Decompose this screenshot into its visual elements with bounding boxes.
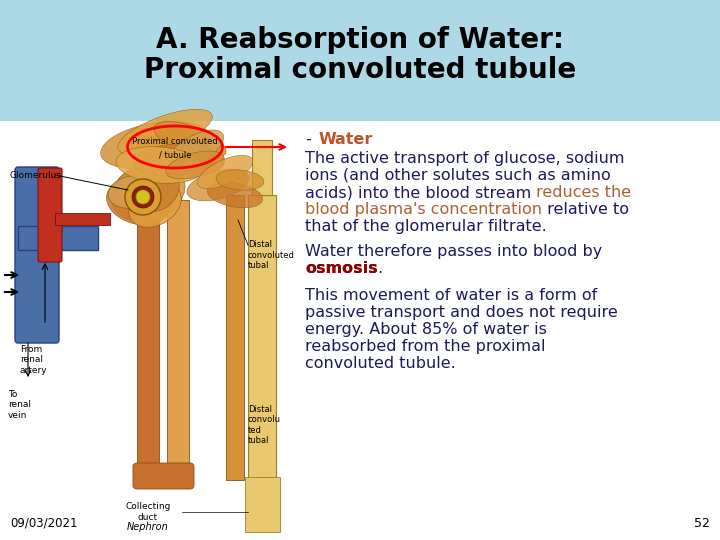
FancyBboxPatch shape	[55, 213, 110, 225]
Text: that of the glomerular filtrate.: that of the glomerular filtrate.	[305, 219, 546, 234]
Ellipse shape	[135, 136, 225, 174]
Text: Water therefore passes into blood by: Water therefore passes into blood by	[305, 244, 602, 259]
Circle shape	[125, 179, 161, 215]
Ellipse shape	[129, 183, 181, 227]
Ellipse shape	[207, 182, 263, 208]
Text: energy. About 85% of water is: energy. About 85% of water is	[305, 322, 547, 337]
Text: reduces the: reduces the	[536, 185, 631, 200]
FancyBboxPatch shape	[137, 200, 159, 480]
Text: relative to: relative to	[542, 202, 629, 217]
Text: .: .	[377, 261, 383, 276]
FancyBboxPatch shape	[248, 195, 276, 530]
Bar	[0, 121, 720, 540]
Ellipse shape	[197, 156, 253, 188]
Circle shape	[132, 186, 154, 208]
Text: Collecting
duct: Collecting duct	[125, 502, 171, 522]
Text: Nephron: Nephron	[127, 522, 169, 532]
Text: A. Reabsorption of Water:: A. Reabsorption of Water:	[156, 26, 564, 54]
Text: / tubule: / tubule	[158, 151, 192, 159]
Ellipse shape	[187, 169, 249, 201]
FancyBboxPatch shape	[226, 195, 244, 480]
Text: reabsorbed from the proximal: reabsorbed from the proximal	[305, 339, 546, 354]
Text: To
renal
vein: To renal vein	[8, 390, 31, 420]
FancyBboxPatch shape	[38, 168, 62, 262]
Circle shape	[136, 190, 150, 204]
Ellipse shape	[108, 176, 156, 208]
Ellipse shape	[107, 179, 169, 225]
Text: Distal
convoluted
tubal: Distal convoluted tubal	[248, 240, 295, 270]
Text: Proximal convoluted tubule: Proximal convoluted tubule	[144, 56, 576, 84]
Ellipse shape	[116, 147, 204, 184]
Text: 09/03/2021: 09/03/2021	[10, 517, 78, 530]
Text: This movement of water is a form of: This movement of water is a form of	[305, 288, 598, 303]
Text: blood plasma's concentration: blood plasma's concentration	[305, 202, 542, 217]
FancyBboxPatch shape	[133, 463, 194, 489]
Text: From
renal
artery: From renal artery	[20, 345, 48, 375]
FancyBboxPatch shape	[15, 167, 59, 343]
Text: osmosis: osmosis	[305, 261, 377, 276]
Text: convoluted tubule.: convoluted tubule.	[305, 356, 456, 371]
Text: Water: Water	[319, 132, 374, 147]
Ellipse shape	[141, 173, 179, 211]
Text: 52: 52	[694, 517, 710, 530]
Ellipse shape	[117, 109, 212, 155]
Text: acids) into the blood stream: acids) into the blood stream	[305, 185, 536, 200]
Ellipse shape	[154, 122, 226, 159]
Text: The active transport of glucose, sodium: The active transport of glucose, sodium	[305, 151, 624, 166]
Ellipse shape	[216, 170, 264, 190]
Text: passive transport and does not require: passive transport and does not require	[305, 305, 618, 320]
FancyBboxPatch shape	[245, 477, 280, 532]
Text: osmosis: osmosis	[305, 261, 377, 276]
Ellipse shape	[133, 144, 217, 177]
Text: Proximal convoluted: Proximal convoluted	[132, 138, 218, 146]
FancyBboxPatch shape	[167, 200, 189, 480]
Text: Distal
convolu
ted
tubal: Distal convolu ted tubal	[248, 405, 281, 445]
Text: -: -	[305, 132, 311, 147]
Ellipse shape	[166, 130, 224, 170]
Ellipse shape	[101, 122, 210, 168]
Ellipse shape	[116, 170, 168, 206]
Ellipse shape	[166, 151, 224, 179]
FancyBboxPatch shape	[252, 140, 272, 195]
Text: ions (and other solutes such as amino: ions (and other solutes such as amino	[305, 168, 611, 183]
Ellipse shape	[111, 163, 185, 221]
FancyBboxPatch shape	[18, 226, 98, 250]
Text: Glomerulus: Glomerulus	[10, 171, 62, 179]
